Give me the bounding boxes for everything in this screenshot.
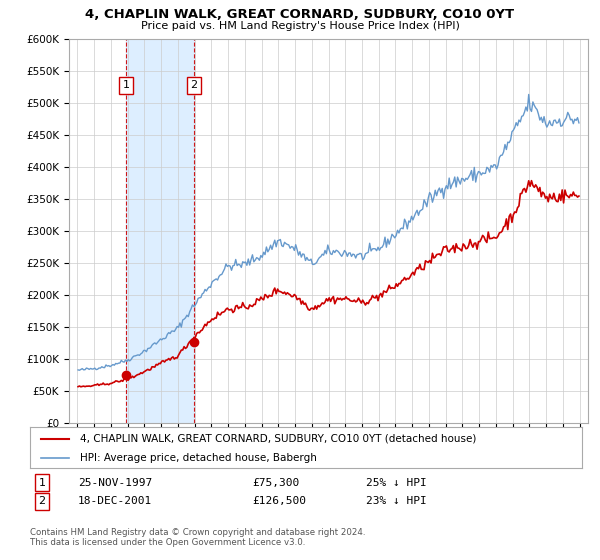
- Text: 4, CHAPLIN WALK, GREAT CORNARD, SUDBURY, CO10 0YT: 4, CHAPLIN WALK, GREAT CORNARD, SUDBURY,…: [85, 8, 515, 21]
- Text: £126,500: £126,500: [252, 496, 306, 506]
- Bar: [126, 39, 194, 423]
- Text: 1: 1: [38, 478, 46, 488]
- Text: 2: 2: [38, 496, 46, 506]
- Text: Price paid vs. HM Land Registry's House Price Index (HPI): Price paid vs. HM Land Registry's House …: [140, 21, 460, 31]
- Text: 4, CHAPLIN WALK, GREAT CORNARD, SUDBURY, CO10 0YT (detached house): 4, CHAPLIN WALK, GREAT CORNARD, SUDBURY,…: [80, 433, 476, 444]
- Text: 25% ↓ HPI: 25% ↓ HPI: [366, 478, 427, 488]
- Text: Contains HM Land Registry data © Crown copyright and database right 2024.
This d: Contains HM Land Registry data © Crown c…: [30, 528, 365, 547]
- Text: 2: 2: [190, 80, 197, 90]
- Text: 23% ↓ HPI: 23% ↓ HPI: [366, 496, 427, 506]
- Text: 1: 1: [122, 80, 130, 90]
- Text: 18-DEC-2001: 18-DEC-2001: [78, 496, 152, 506]
- Text: HPI: Average price, detached house, Babergh: HPI: Average price, detached house, Babe…: [80, 452, 317, 463]
- Text: £75,300: £75,300: [252, 478, 299, 488]
- Text: 25-NOV-1997: 25-NOV-1997: [78, 478, 152, 488]
